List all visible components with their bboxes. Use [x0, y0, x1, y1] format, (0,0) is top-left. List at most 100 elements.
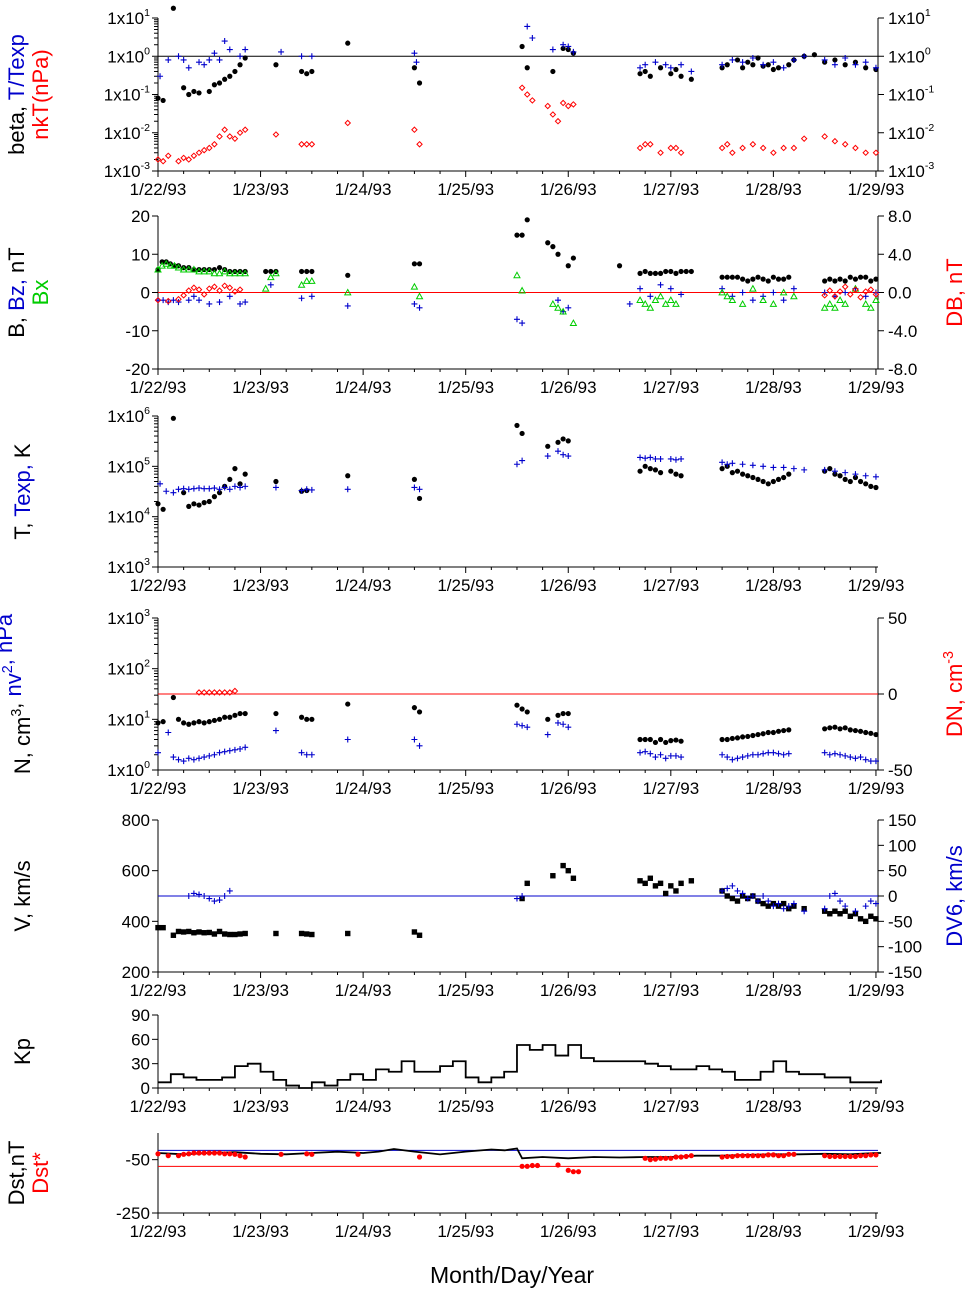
- data-point: [852, 908, 859, 915]
- data-point: [827, 466, 833, 472]
- data-point: [411, 126, 418, 134]
- data-point: [565, 46, 571, 53]
- data-point: [307, 276, 316, 284]
- x-tick-label: 1/22/93: [130, 180, 187, 199]
- data-point: [873, 731, 879, 738]
- data-point: [852, 727, 859, 734]
- data-point: [222, 714, 228, 720]
- data-point: [780, 464, 787, 471]
- data-point: [657, 455, 664, 462]
- y-tick-label: 60: [131, 1030, 150, 1049]
- data-point: [273, 930, 279, 937]
- y-axis-label: Kp: [10, 1038, 35, 1065]
- tick-base: 1x10: [107, 710, 144, 729]
- data-point: [678, 738, 684, 744]
- data-point: [755, 731, 761, 738]
- data-point: [745, 733, 751, 740]
- data-point: [780, 144, 787, 152]
- data-point: [519, 722, 526, 729]
- data-point: [872, 291, 880, 298]
- data-point: [216, 716, 223, 722]
- data-point: [821, 749, 828, 756]
- data-point: [750, 1153, 756, 1159]
- data-point: [175, 716, 182, 722]
- data-point: [411, 65, 418, 71]
- data-point: [237, 53, 244, 60]
- y-axis-label: V, km/s: [10, 860, 35, 931]
- series: [157, 23, 879, 80]
- axis-label-part: K: [10, 443, 35, 458]
- data-point: [873, 276, 879, 282]
- data-point: [201, 485, 208, 492]
- data-point: [221, 893, 228, 899]
- data-point: [642, 61, 649, 68]
- axis-label-part: V, km/s: [10, 860, 35, 931]
- data-point: [647, 73, 653, 79]
- data-point: [268, 268, 274, 275]
- data-point: [641, 299, 650, 307]
- y-right-tick-label: 1x10-3: [888, 160, 934, 181]
- data-point: [565, 263, 571, 269]
- tick-exponent: -3: [141, 160, 151, 172]
- data-point: [642, 268, 648, 275]
- data-point: [181, 1151, 187, 1157]
- data-point: [652, 739, 659, 746]
- axis-label-part: B,: [4, 311, 29, 338]
- data-point: [667, 144, 675, 152]
- x-tick-label: 1/28/93: [745, 378, 802, 397]
- data-point: [298, 930, 305, 937]
- data-point: [221, 931, 228, 937]
- data-point: [200, 689, 208, 696]
- data-point: [196, 297, 203, 304]
- data-point: [304, 716, 310, 722]
- data-point: [564, 102, 572, 110]
- data-point: [242, 55, 248, 61]
- data-point: [651, 296, 660, 304]
- data-point: [760, 731, 766, 737]
- tick-exponent: -1: [925, 84, 935, 96]
- data-point: [647, 466, 653, 472]
- data-point: [826, 751, 833, 758]
- x-tick-label: 1/27/93: [642, 981, 699, 1000]
- panel-v: 1/22/93 1/23/93 1/24/93 1/25/93 1/26/93 1/27/…: [10, 811, 967, 1000]
- data-point: [524, 1163, 530, 1169]
- data-point: [216, 490, 223, 496]
- axis-label-part: , nPa: [0, 613, 17, 665]
- data-point: [769, 299, 778, 307]
- axis-label-part: Bz,: [4, 273, 29, 311]
- data-point: [559, 307, 567, 315]
- series: [195, 687, 239, 696]
- x-tick-label: 1/27/93: [642, 378, 699, 397]
- data-point: [842, 62, 848, 68]
- data-point: [790, 292, 798, 300]
- data-point: [190, 756, 197, 763]
- tick-base: 1x10: [104, 162, 141, 181]
- data-point: [345, 930, 351, 937]
- y-right-tick-label: 8.0: [888, 207, 912, 226]
- y-axis-label: beta, T/Texp: [4, 34, 29, 155]
- data-point: [750, 62, 756, 68]
- data-point: [831, 303, 839, 311]
- data-point: [647, 875, 654, 881]
- data-point: [201, 893, 208, 899]
- data-point: [740, 65, 746, 71]
- data-point: [278, 1151, 284, 1157]
- series: [155, 694, 879, 746]
- data-point: [765, 278, 771, 284]
- data-point: [298, 714, 305, 720]
- data-point: [524, 880, 530, 887]
- data-point: [759, 144, 767, 152]
- data-point: [857, 754, 864, 761]
- data-point: [523, 91, 531, 98]
- data-point: [862, 59, 869, 66]
- y-tick-label: -10: [125, 322, 150, 341]
- tick-base: 1x10: [888, 162, 925, 181]
- data-point: [637, 270, 643, 276]
- y-tick-label: 600: [122, 862, 150, 881]
- data-point: [298, 68, 305, 75]
- data-point: [191, 930, 197, 936]
- data-point: [760, 276, 766, 282]
- data-point: [205, 144, 213, 152]
- data-point: [755, 751, 761, 758]
- data-point: [820, 303, 829, 311]
